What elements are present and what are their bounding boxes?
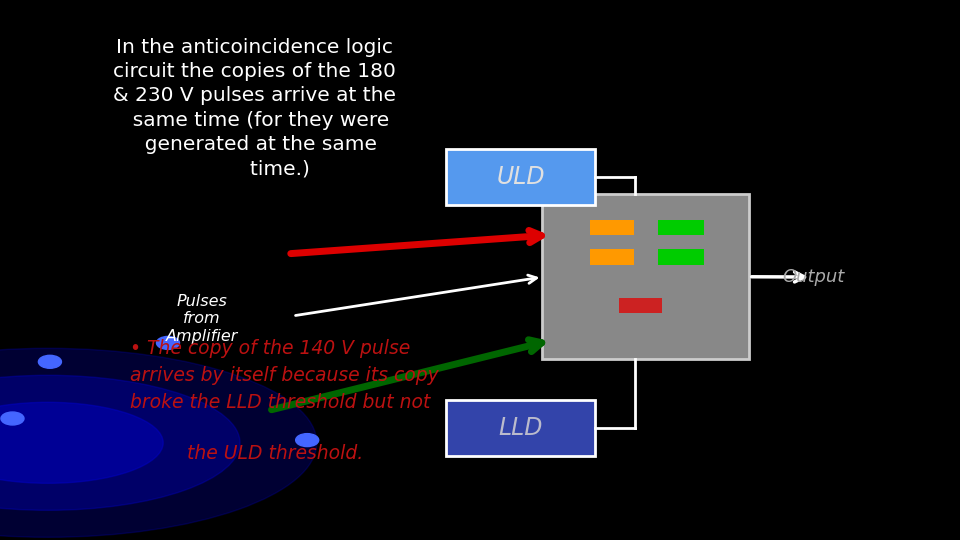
Text: the ULD threshold.: the ULD threshold.: [187, 444, 364, 463]
Ellipse shape: [0, 348, 317, 537]
Text: ULD: ULD: [496, 165, 545, 189]
Circle shape: [296, 434, 319, 447]
Circle shape: [156, 336, 180, 349]
FancyBboxPatch shape: [446, 400, 595, 456]
FancyBboxPatch shape: [446, 148, 595, 205]
Text: Output: Output: [782, 268, 845, 286]
Text: In the anticoincidence logic
circuit the copies of the 180
& 230 V pulses arrive: In the anticoincidence logic circuit the…: [113, 38, 396, 178]
Text: broke the LLD threshold but not: broke the LLD threshold but not: [130, 393, 430, 412]
Circle shape: [1, 412, 24, 425]
Text: LLD: LLD: [498, 416, 543, 440]
FancyBboxPatch shape: [619, 298, 662, 313]
FancyBboxPatch shape: [658, 249, 704, 265]
FancyBboxPatch shape: [542, 194, 749, 359]
FancyBboxPatch shape: [590, 249, 634, 265]
Text: Pulses
from
Amplifier: Pulses from Amplifier: [165, 294, 238, 343]
Text: arrives by itself because its copy: arrives by itself because its copy: [130, 366, 439, 385]
Ellipse shape: [0, 402, 163, 483]
Ellipse shape: [0, 375, 240, 510]
FancyBboxPatch shape: [658, 220, 704, 235]
Circle shape: [38, 355, 61, 368]
FancyBboxPatch shape: [590, 220, 634, 235]
Text: • The copy of the 140 V pulse: • The copy of the 140 V pulse: [130, 339, 410, 358]
